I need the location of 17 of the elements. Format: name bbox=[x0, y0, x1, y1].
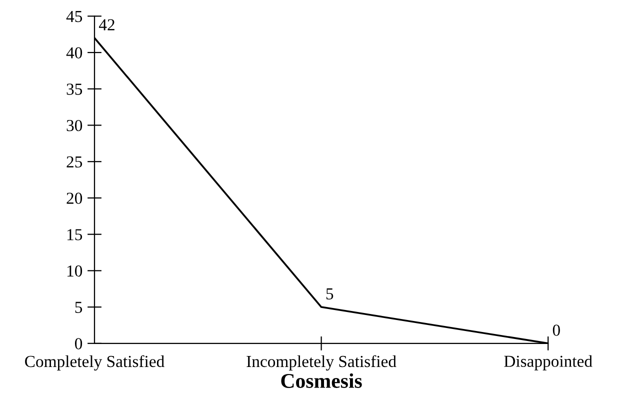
y-tick-label: 20 bbox=[66, 192, 82, 204]
data-label: 42 bbox=[98, 19, 114, 30]
x-tick-label: Incompletely Satisfied bbox=[246, 355, 396, 371]
y-tick-label: 15 bbox=[67, 229, 82, 240]
x-tick-label: Completely Satisfied bbox=[25, 355, 164, 371]
y-tick-label: 35 bbox=[66, 84, 82, 95]
y-tick-label: 25 bbox=[66, 156, 82, 168]
x-tick-label: Disappointed bbox=[504, 355, 592, 370]
x-axis-title: Cosmesis bbox=[281, 373, 362, 388]
y-tick-label: 5 bbox=[75, 302, 82, 313]
y-tick-label: 40 bbox=[66, 47, 82, 58]
y-tick-label: 30 bbox=[66, 120, 82, 132]
data-label: 5 bbox=[326, 288, 334, 300]
y-tick-label: 45 bbox=[66, 10, 82, 22]
y-tick-label: 0 bbox=[74, 338, 82, 350]
y-tick-label: 10 bbox=[67, 265, 82, 277]
data-label: 0 bbox=[552, 324, 560, 336]
